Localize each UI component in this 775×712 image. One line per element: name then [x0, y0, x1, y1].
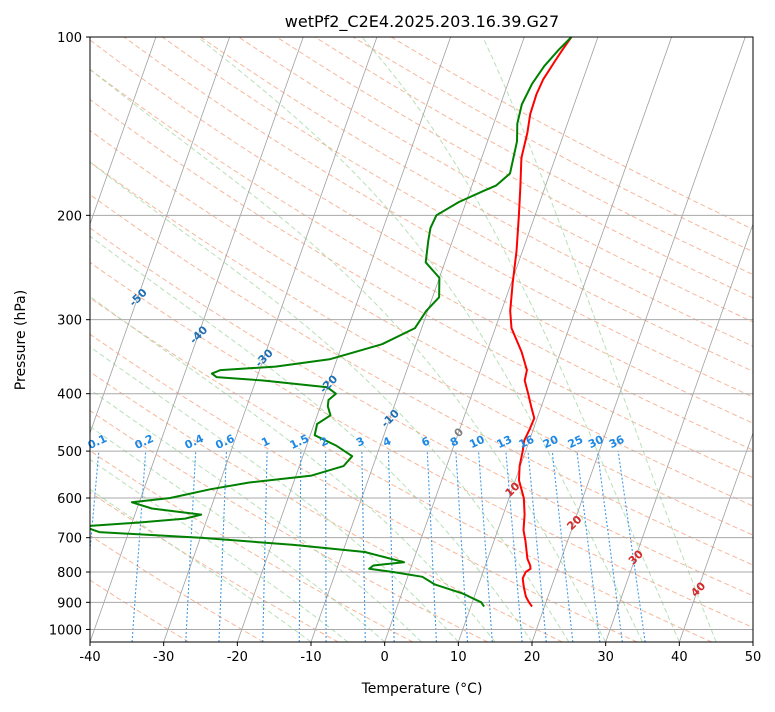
dry-adiabat	[200, 37, 775, 642]
mixing-ratio-label: 13	[495, 433, 514, 451]
y-tick-label: 300	[57, 314, 82, 329]
mixing-ratio-label: 1	[259, 434, 271, 449]
mixing-ratio-label: 20	[541, 433, 561, 451]
mixing-ratio-line	[528, 451, 546, 642]
dry-adiabat	[391, 37, 775, 642]
mixing-ratio-label: 0.2	[133, 432, 156, 452]
moist-adiabat	[0, 37, 348, 642]
mixing-ratio-label: 6	[420, 434, 433, 449]
y-tick-label: 900	[57, 596, 82, 611]
mixing-ratio-line	[427, 451, 436, 642]
dry-adiabat	[0, 37, 775, 642]
isotherm-line	[0, 37, 9, 642]
isotherm-label: 30	[626, 547, 646, 567]
isotherm-line	[679, 37, 775, 642]
y-tick-label: 600	[57, 492, 82, 507]
dry-adiabat	[0, 37, 775, 642]
x-tick-label: 20	[524, 650, 541, 665]
dry-adiabat	[124, 37, 775, 642]
isotherm-line	[385, 37, 598, 642]
mixing-ratio-label: 36	[607, 433, 627, 451]
mixing-ratio-line	[362, 451, 365, 642]
x-tick-label: -40	[79, 650, 100, 665]
x-tick-label: 10	[450, 650, 467, 665]
y-tick-label: 500	[57, 445, 82, 460]
mixing-ratio-label: 16	[517, 433, 537, 451]
moist-adiabat	[0, 37, 532, 642]
mixing-ratio-line	[219, 451, 227, 642]
pressure-gridlines	[90, 37, 753, 629]
x-tick-label: 40	[671, 650, 688, 665]
dry-adiabat	[0, 37, 637, 642]
mixing-ratio-line	[479, 451, 493, 642]
y-tick-label: 700	[57, 532, 82, 547]
isotherm-label: -40	[187, 323, 210, 346]
moist-adiabat	[0, 37, 569, 642]
mixing-ratio-label: 0.6	[213, 432, 236, 452]
x-tick-label: -30	[153, 650, 174, 665]
y-tick-label: 800	[57, 566, 82, 581]
dry-adiabat	[48, 37, 775, 642]
x-axis: -40 -30 -20 -10 0 10 20 30 40 50	[79, 642, 761, 665]
moist-adiabat	[198, 37, 643, 642]
mixing-ratio-label: 0.1	[86, 432, 109, 452]
y-tick-label: 200	[57, 209, 82, 224]
mixing-ratio-label: 0.4	[183, 432, 206, 452]
chart-title: wetPf2_C2E4.2025.203.16.39.G27	[285, 12, 559, 32]
isotherm-label: -20	[317, 372, 340, 395]
x-tick-label: 30	[597, 650, 614, 665]
x-tick-label: -10	[300, 650, 321, 665]
isotherm-label: -50	[127, 286, 150, 309]
dry-adiabat	[0, 37, 562, 642]
y-tick-label: 1000	[49, 623, 82, 638]
x-tick-label: -20	[227, 650, 248, 665]
y-axis: 100 200 300 400 500 600 700 800 900 1000	[49, 31, 90, 638]
isotherm-line	[753, 37, 775, 642]
isotherm-label: 20	[564, 513, 584, 533]
dry-adiabat	[0, 37, 775, 642]
mixing-ratio-line	[186, 451, 196, 642]
x-axis-label: Temperature (°C)	[361, 681, 483, 697]
isotherm-label: -10	[379, 407, 402, 430]
moist-adiabat	[0, 37, 495, 642]
y-tick-label: 400	[57, 388, 82, 403]
mixing-ratio-label: 4	[381, 434, 394, 449]
x-tick-label: 0	[381, 650, 389, 665]
dry-adiabat	[0, 37, 775, 642]
x-tick-label: 50	[745, 650, 762, 665]
dry-adiabat	[0, 37, 338, 642]
mixing-ratio-label: 1.5	[288, 432, 311, 452]
moist-adiabat	[0, 37, 311, 642]
y-axis-label: Pressure (hPa)	[13, 290, 29, 390]
dry-adiabat	[239, 37, 775, 642]
dry-adiabat	[0, 37, 775, 642]
isotherm-label: 40	[688, 579, 708, 599]
y-tick-label: 100	[57, 31, 82, 46]
background-lines	[0, 37, 775, 642]
dry-adiabat	[162, 37, 775, 642]
moist-adiabat	[50, 37, 606, 642]
isotherm-line	[311, 37, 524, 642]
